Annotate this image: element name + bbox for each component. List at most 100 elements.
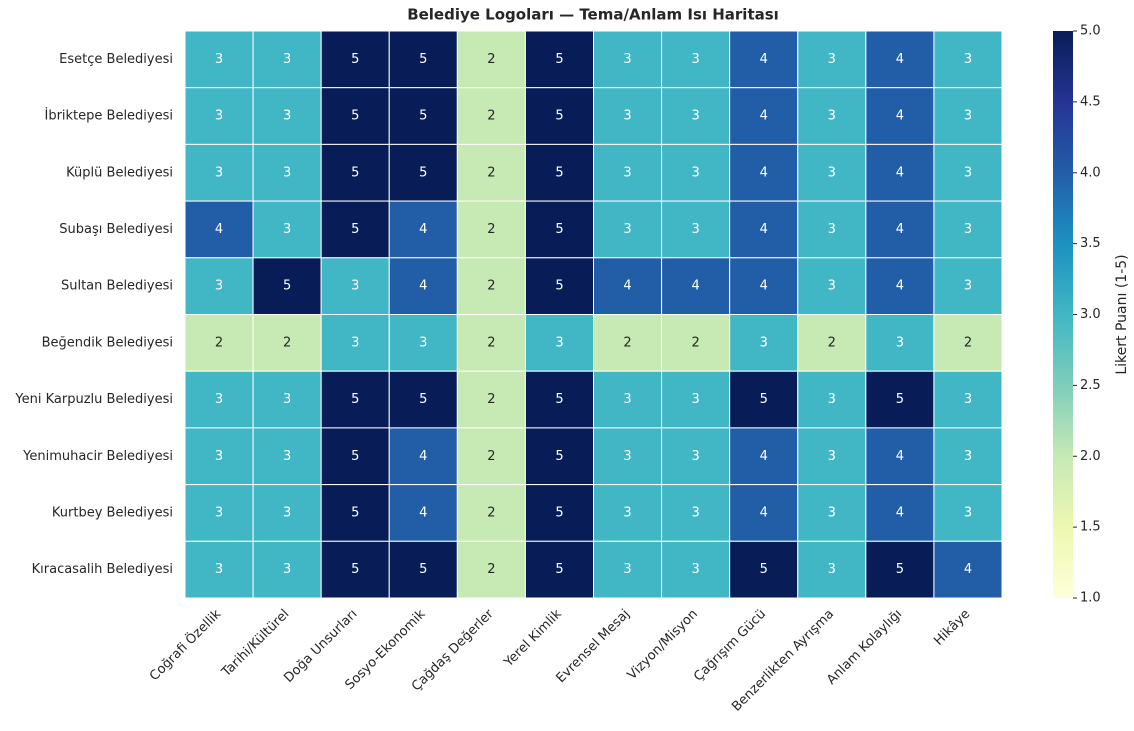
cell-label: 3 [828, 165, 836, 180]
cell-label: 3 [283, 165, 291, 180]
cell-label: 2 [487, 505, 495, 520]
cell [524, 87, 595, 145]
cell-label: 3 [964, 392, 972, 407]
cell-label: 3 [623, 392, 631, 407]
cell-label: 3 [351, 335, 359, 350]
cell-label: 5 [351, 52, 359, 67]
cell [184, 257, 254, 315]
cell [320, 200, 390, 259]
cell [865, 484, 935, 542]
cell-label: 3 [215, 165, 223, 180]
cell-label: 3 [691, 392, 699, 407]
cell-label: 3 [215, 449, 223, 464]
cell [184, 200, 254, 259]
cell-label: 5 [896, 392, 904, 407]
cell [184, 143, 254, 202]
cell-label: 3 [215, 505, 223, 520]
cell [797, 314, 867, 372]
cell [320, 427, 390, 486]
cell-label: 4 [896, 505, 904, 520]
cell [524, 484, 595, 542]
cell-label: 4 [896, 449, 904, 464]
cell [184, 314, 254, 372]
cell-label: 3 [283, 562, 291, 577]
cell [661, 314, 731, 372]
cell-label: 5 [283, 279, 291, 294]
cell-label: 4 [760, 165, 768, 180]
cell [320, 484, 390, 542]
cell [865, 427, 935, 486]
cell-label: 3 [215, 109, 223, 124]
cell [797, 200, 867, 259]
colorbar-tick-label: 5.0 [1080, 24, 1101, 39]
chart-title: Belediye Logoları — Tema/Anlam Isı Harit… [407, 6, 779, 24]
cell-label: 4 [623, 279, 631, 294]
cell-label: 5 [896, 562, 904, 577]
cell-label: 2 [487, 165, 495, 180]
cell-label: 3 [691, 562, 699, 577]
cell [933, 30, 1003, 89]
cell-label: 4 [760, 52, 768, 67]
colorbar-tick-label: 3.0 [1080, 307, 1101, 322]
cell [388, 427, 458, 486]
cell [661, 484, 731, 542]
cell [593, 427, 663, 486]
colorbar-tick-label: 2.0 [1080, 449, 1101, 464]
cell-label: 2 [283, 335, 291, 350]
cell [252, 540, 322, 599]
cell [252, 87, 322, 145]
cell [252, 484, 322, 542]
cell-label: 4 [896, 222, 904, 237]
cell-label: 4 [419, 505, 427, 520]
cell-label: 5 [351, 562, 359, 577]
cell-label: 3 [283, 505, 291, 520]
cell [388, 540, 458, 599]
cell-label: 3 [215, 562, 223, 577]
cell-label: 4 [419, 279, 427, 294]
x-tick-label: Hikâye [931, 607, 973, 649]
cell [456, 370, 526, 429]
cell-label: 4 [760, 279, 768, 294]
y-tick-label: Kıracasalih Belediyesi [32, 562, 173, 577]
cell-label: 3 [828, 52, 836, 67]
cell-label: 3 [964, 52, 972, 67]
cell [524, 370, 595, 429]
cell-label: 3 [351, 279, 359, 294]
cell-label: 5 [419, 109, 427, 124]
cell-label: 3 [691, 109, 699, 124]
x-tick-label: Vizyon/Misyon [625, 607, 701, 683]
cell-label: 2 [487, 52, 495, 67]
cell [320, 257, 390, 315]
cell-label: 3 [215, 52, 223, 67]
cell-label: 5 [555, 109, 563, 124]
cell-label: 5 [419, 392, 427, 407]
cell-label: 4 [760, 449, 768, 464]
cell [661, 540, 731, 599]
colorbar-tick-label: 3.5 [1080, 236, 1101, 251]
cell-label: 5 [760, 562, 768, 577]
cell-label: 3 [623, 109, 631, 124]
cell-label: 4 [964, 562, 972, 577]
cell [729, 370, 799, 429]
y-tick-label: İbriktepe Belediyesi [44, 108, 173, 124]
cell-label: 3 [283, 392, 291, 407]
cell [388, 200, 458, 259]
cell-label: 3 [623, 52, 631, 67]
cell-label: 3 [691, 52, 699, 67]
cell-label: 3 [828, 449, 836, 464]
cell-label: 4 [760, 222, 768, 237]
cell [593, 484, 663, 542]
x-tick-label: Evrensel Mesaj [553, 607, 632, 686]
cell-label: 3 [623, 505, 631, 520]
cell-label: 5 [555, 165, 563, 180]
cell-label: 2 [487, 222, 495, 237]
cell-label: 5 [555, 505, 563, 520]
cell [593, 540, 663, 599]
cell-label: 5 [419, 165, 427, 180]
cell [865, 370, 935, 429]
cell [524, 314, 595, 372]
cell [593, 143, 663, 202]
cell-label: 3 [283, 222, 291, 237]
colorbar-label: Likert Puanı (1-5) [1114, 254, 1130, 374]
cell-label: 3 [964, 165, 972, 180]
